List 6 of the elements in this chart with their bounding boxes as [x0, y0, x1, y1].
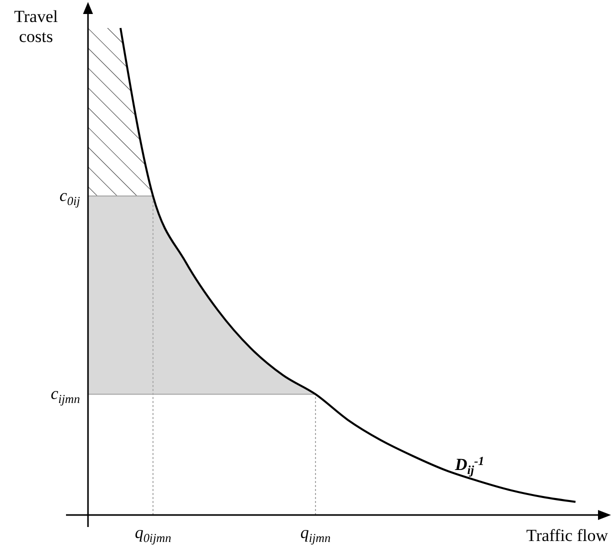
y-axis-title: Travel costs	[14, 7, 58, 46]
ref-line-label: c$_{ijmn}$	[50, 384, 80, 406]
x-tick-label: q$_{ijmn}$	[300, 523, 331, 545]
x-tick-label: q$_{0ijmn}$	[134, 523, 172, 545]
x-axis-title: Traffic flow	[526, 526, 609, 545]
ref-line-label: c$_{0ij}$	[60, 186, 81, 208]
